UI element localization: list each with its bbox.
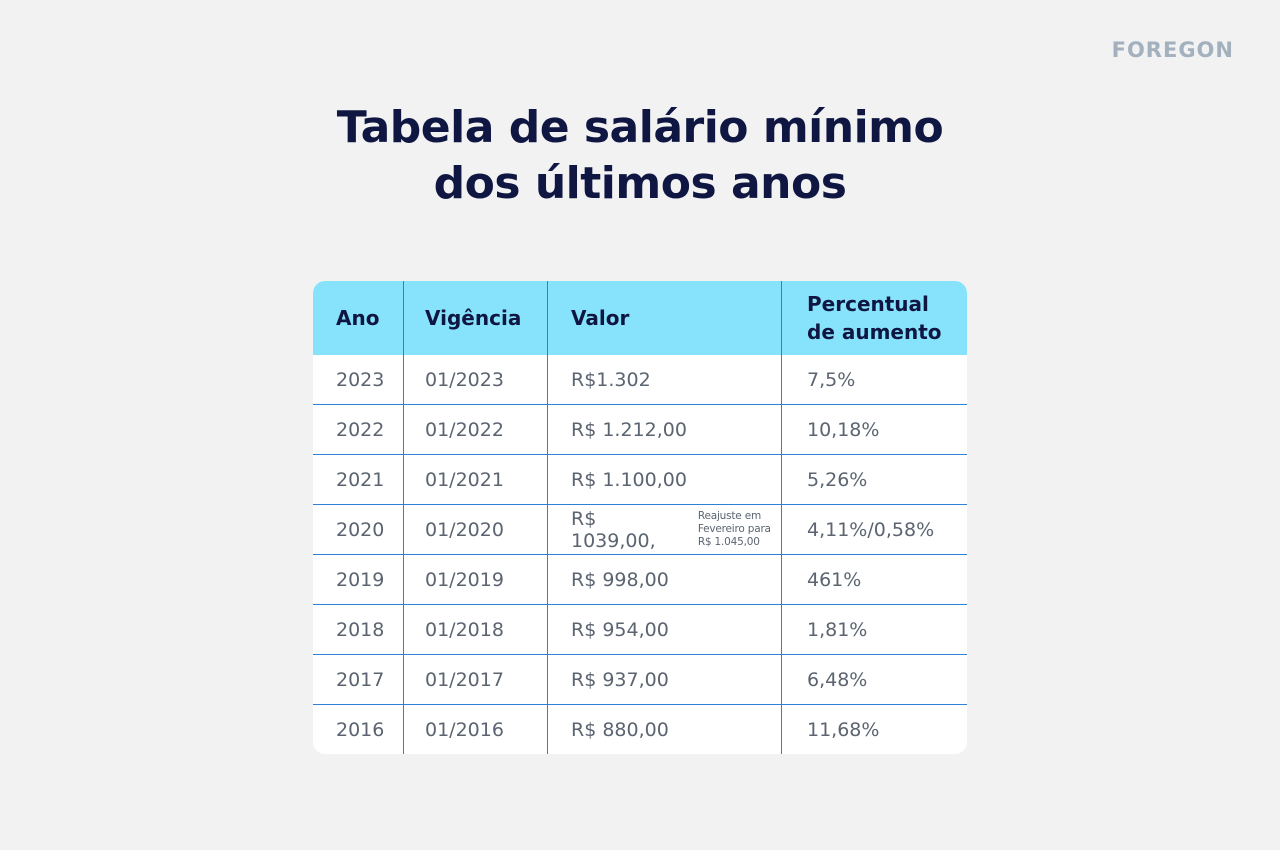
header-ano: Ano xyxy=(313,281,404,355)
valor-text: R$ 998,00 xyxy=(571,568,669,591)
valor-note: Reajuste em Fevereiro para R$ 1.045,00 xyxy=(697,510,771,548)
header-percentual: Percentual de aumento xyxy=(807,292,942,344)
valor-text: R$ 937,00 xyxy=(571,668,669,691)
cell-valor: R$ 1039,00, Reajuste em Fevereiro para R… xyxy=(548,505,782,554)
table-row: 2019 01/2019 R$ 998,00 461% xyxy=(313,555,967,605)
title-line-2: dos últimos anos xyxy=(433,158,847,209)
cell-vigencia: 01/2022 xyxy=(404,405,548,454)
cell-ano: 2017 xyxy=(313,655,404,704)
valor-text: R$ 880,00 xyxy=(571,718,669,741)
cell-percentual: 1,81% xyxy=(807,618,868,641)
table-row: 2022 01/2022 R$ 1.212,00 10,18% xyxy=(313,405,967,455)
cell-percentual: 4,11%/0,58% xyxy=(807,518,935,541)
cell-ano: 2018 xyxy=(313,605,404,654)
valor-text: R$ 954,00 xyxy=(571,618,669,641)
cell-vigencia: 01/2017 xyxy=(404,655,548,704)
table-row: 2016 01/2016 R$ 880,00 11,68% xyxy=(313,705,967,754)
valor-text: R$ 1039,00, xyxy=(571,507,656,552)
cell-valor: R$1.302 xyxy=(548,355,782,404)
valor-text: R$ 1.100,00 xyxy=(571,468,687,491)
cell-percentual: 7,5% xyxy=(807,368,856,391)
valor-text: R$1.302 xyxy=(571,368,651,391)
brand-logo: FOREGON xyxy=(1111,38,1234,62)
cell-vigencia: 01/2016 xyxy=(404,705,548,754)
table-row: 2017 01/2017 R$ 937,00 6,48% xyxy=(313,655,967,705)
cell-valor: R$ 1.100,00 xyxy=(548,455,782,504)
cell-valor: R$ 937,00 xyxy=(548,655,782,704)
cell-valor: R$ 880,00 xyxy=(548,705,782,754)
table-row: 2018 01/2018 R$ 954,00 1,81% xyxy=(313,605,967,655)
title-line-1: Tabela de salário mínimo xyxy=(336,102,944,153)
page-title: Tabela de salário mínimo dos últimos ano… xyxy=(0,100,1280,212)
cell-percentual: 11,68% xyxy=(807,718,880,741)
table-row: 2021 01/2021 R$ 1.100,00 5,26% xyxy=(313,455,967,505)
table-row: 2020 01/2020 R$ 1039,00, Reajuste em Fev… xyxy=(313,505,967,555)
cell-percentual: 5,26% xyxy=(807,468,868,491)
table-header-row: Ano Vigência Valor Percentual de aumento xyxy=(313,281,967,355)
cell-vigencia: 01/2018 xyxy=(404,605,548,654)
cell-percentual: 10,18% xyxy=(807,418,880,441)
valor-text: R$ 1.212,00 xyxy=(571,418,687,441)
cell-ano: 2020 xyxy=(313,505,404,554)
cell-percentual: 461% xyxy=(807,568,862,591)
cell-valor: R$ 954,00 xyxy=(548,605,782,654)
cell-ano: 2016 xyxy=(313,705,404,754)
cell-percentual: 6,48% xyxy=(807,668,868,691)
cell-vigencia: 01/2019 xyxy=(404,555,548,604)
table-row: 2023 01/2023 R$1.302 7,5% xyxy=(313,355,967,405)
header-valor: Valor xyxy=(548,281,782,355)
cell-vigencia: 01/2023 xyxy=(404,355,548,404)
cell-valor: R$ 1.212,00 xyxy=(548,405,782,454)
cell-ano: 2021 xyxy=(313,455,404,504)
cell-ano: 2022 xyxy=(313,405,404,454)
cell-valor: R$ 998,00 xyxy=(548,555,782,604)
cell-ano: 2023 xyxy=(313,355,404,404)
cell-vigencia: 01/2020 xyxy=(404,505,548,554)
cell-ano: 2019 xyxy=(313,555,404,604)
salary-table: Ano Vigência Valor Percentual de aumento… xyxy=(313,281,967,754)
cell-vigencia: 01/2021 xyxy=(404,455,548,504)
header-vigencia: Vigência xyxy=(404,281,548,355)
